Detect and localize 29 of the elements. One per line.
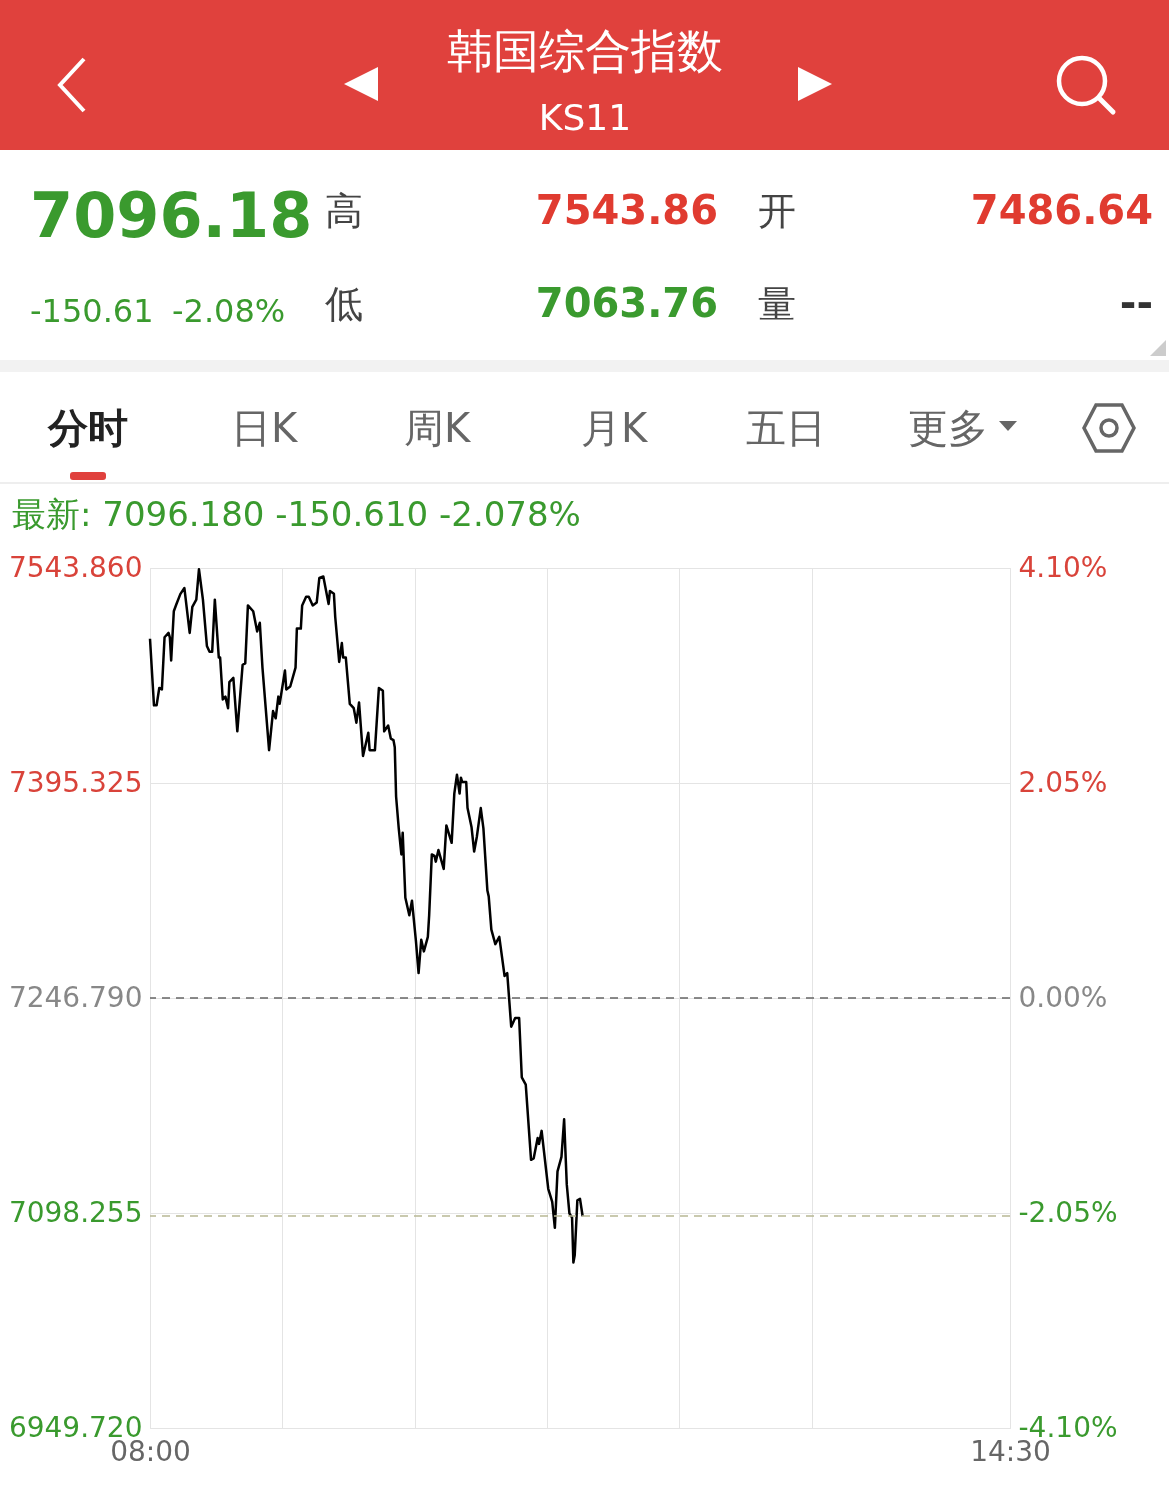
y2-tick-label: 2.05%	[1018, 765, 1108, 799]
text: 更多	[908, 405, 988, 451]
y2-tick-label: -2.05%	[1018, 1195, 1118, 1229]
y2-tick-label: 0.00%	[1018, 980, 1108, 1014]
y-tick-label: 7246.790	[8, 980, 143, 1014]
y-tick-label: 7543.860	[8, 550, 143, 584]
text: -150.61	[30, 292, 154, 330]
y-tick-label: 7395.325	[8, 765, 143, 799]
chart-subtitle: KS11	[538, 97, 632, 138]
text: --	[1119, 280, 1153, 326]
text: 7063.76	[535, 280, 718, 326]
text: 分时	[48, 405, 128, 451]
text: 高	[325, 189, 363, 233]
line-series	[148, 568, 584, 1264]
text: 日K	[230, 405, 298, 451]
text: 7096.18	[30, 179, 313, 252]
text: 低	[325, 282, 363, 326]
y-tick-label: 7098.255	[8, 1195, 143, 1229]
text: 7543.86	[535, 187, 718, 233]
text: 五日	[746, 405, 826, 451]
text: 开	[758, 189, 796, 233]
text: 最新: 7096.180 -150.610 -2.078%	[12, 494, 581, 534]
text: -2.08%	[172, 292, 286, 330]
text: 月K	[580, 405, 648, 451]
text: 周K	[403, 405, 471, 451]
text: 量	[758, 282, 796, 326]
text: 7486.64	[970, 187, 1153, 233]
chart-title: 韩国综合指数	[447, 24, 723, 78]
y2-tick-label: 4.10%	[1018, 550, 1108, 584]
